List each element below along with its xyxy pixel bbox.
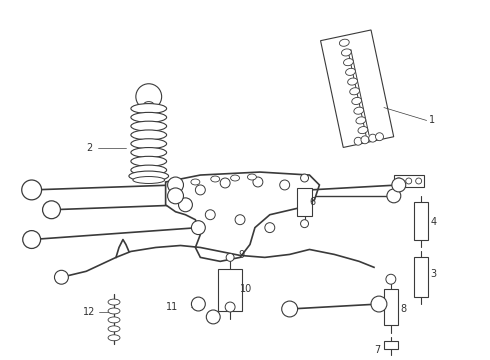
- Bar: [296, 188, 313, 216]
- Circle shape: [205, 210, 215, 220]
- Bar: [414, 202, 428, 239]
- Circle shape: [192, 221, 205, 235]
- Circle shape: [253, 177, 263, 187]
- Bar: [384, 341, 398, 349]
- Circle shape: [375, 133, 384, 141]
- Ellipse shape: [350, 88, 360, 95]
- Circle shape: [178, 198, 193, 212]
- Ellipse shape: [191, 179, 200, 185]
- Circle shape: [168, 188, 183, 204]
- Text: 7: 7: [374, 345, 380, 355]
- Circle shape: [361, 136, 369, 144]
- Circle shape: [387, 189, 401, 203]
- Bar: [384, 289, 398, 325]
- Ellipse shape: [343, 59, 353, 66]
- Ellipse shape: [358, 127, 368, 134]
- Ellipse shape: [348, 78, 358, 85]
- Circle shape: [265, 223, 275, 233]
- Ellipse shape: [131, 130, 167, 140]
- Text: 8: 8: [401, 304, 407, 314]
- Ellipse shape: [131, 121, 167, 131]
- Bar: [394, 175, 424, 187]
- Text: 2: 2: [86, 143, 93, 153]
- Polygon shape: [320, 30, 393, 148]
- Circle shape: [369, 134, 377, 142]
- Ellipse shape: [352, 98, 362, 104]
- Circle shape: [280, 180, 290, 190]
- Text: 3: 3: [431, 269, 437, 279]
- Ellipse shape: [133, 176, 165, 184]
- Circle shape: [22, 180, 42, 200]
- Ellipse shape: [342, 49, 351, 56]
- Ellipse shape: [144, 102, 154, 108]
- Ellipse shape: [356, 117, 366, 124]
- Circle shape: [416, 178, 421, 184]
- Polygon shape: [166, 172, 319, 261]
- Circle shape: [386, 274, 396, 284]
- Circle shape: [192, 297, 205, 311]
- Ellipse shape: [131, 112, 167, 122]
- Ellipse shape: [354, 107, 364, 114]
- Circle shape: [206, 310, 220, 324]
- Circle shape: [43, 201, 60, 219]
- Circle shape: [235, 215, 245, 225]
- Text: 10: 10: [240, 284, 252, 294]
- Bar: [218, 269, 242, 311]
- Ellipse shape: [211, 176, 220, 182]
- Ellipse shape: [131, 104, 167, 113]
- Circle shape: [406, 178, 412, 184]
- Circle shape: [371, 296, 387, 312]
- Circle shape: [220, 178, 230, 188]
- Circle shape: [392, 178, 406, 192]
- Circle shape: [282, 301, 297, 317]
- Circle shape: [226, 253, 234, 261]
- Circle shape: [136, 84, 162, 109]
- Text: 6: 6: [310, 197, 316, 207]
- Ellipse shape: [108, 335, 120, 341]
- Circle shape: [354, 137, 362, 145]
- Circle shape: [196, 185, 205, 195]
- Ellipse shape: [129, 171, 169, 181]
- Ellipse shape: [108, 317, 120, 323]
- Text: 12: 12: [83, 307, 96, 317]
- Ellipse shape: [131, 165, 167, 175]
- Ellipse shape: [108, 299, 120, 305]
- Circle shape: [23, 231, 41, 248]
- Bar: [414, 257, 428, 297]
- Ellipse shape: [108, 326, 120, 332]
- Ellipse shape: [340, 39, 349, 46]
- Ellipse shape: [108, 308, 120, 314]
- Text: 9: 9: [238, 251, 244, 260]
- Ellipse shape: [131, 148, 167, 157]
- Ellipse shape: [345, 68, 355, 75]
- Ellipse shape: [247, 174, 256, 180]
- Text: 4: 4: [431, 217, 437, 227]
- Circle shape: [168, 177, 183, 193]
- Ellipse shape: [131, 139, 167, 149]
- Text: 11: 11: [166, 302, 178, 312]
- Circle shape: [396, 178, 402, 184]
- Circle shape: [300, 220, 309, 228]
- Ellipse shape: [231, 175, 240, 181]
- Circle shape: [54, 270, 69, 284]
- Circle shape: [225, 302, 235, 312]
- Ellipse shape: [131, 156, 167, 166]
- Text: 1: 1: [429, 116, 435, 126]
- Circle shape: [300, 174, 309, 182]
